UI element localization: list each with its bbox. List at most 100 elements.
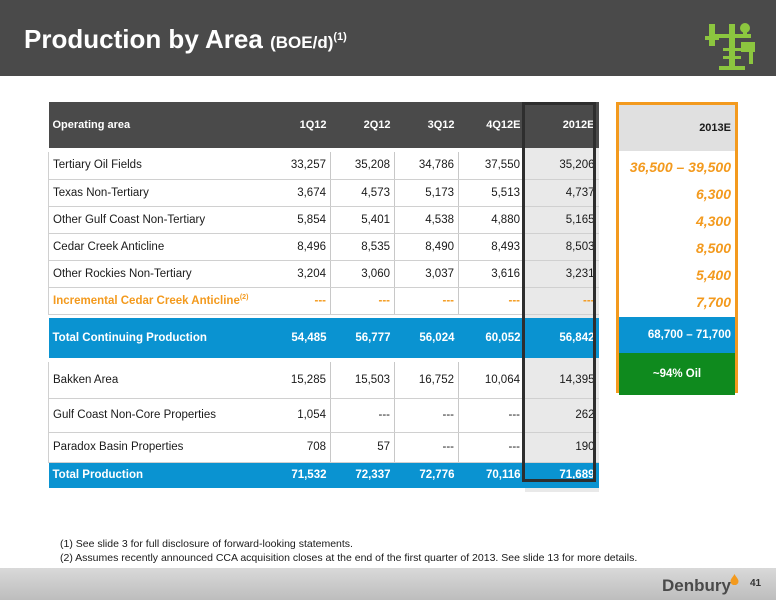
cell-value: 54,485 <box>266 318 331 358</box>
cell-value: 72,337 <box>330 462 395 488</box>
header-2013e: 2013E <box>619 105 735 151</box>
cell-value: 4,880 <box>458 206 525 234</box>
total-continuing-row: Total Continuing Production 54,485 56,77… <box>48 318 599 358</box>
cell-value: 15,503 <box>330 362 395 399</box>
header-4q12e: 4Q12E <box>458 102 525 148</box>
wellhead-logo-icon <box>705 23 755 70</box>
guidance-value: 8,500 <box>695 240 731 256</box>
footnote-1: (1) See slide 3 for full disclosure of f… <box>60 538 353 550</box>
slide-footer <box>0 568 776 600</box>
title-footnote-ref: (1) <box>333 31 347 43</box>
cell-value: 35,206 <box>524 152 599 180</box>
table-row: Paradox Basin Properties 708 57 --- --- … <box>48 432 599 463</box>
cell-value: 3,204 <box>266 260 331 288</box>
table-row: Other Rockies Non-Tertiary 3,204 3,060 3… <box>48 260 599 288</box>
slide-header <box>0 0 776 76</box>
table-row: Other Gulf Coast Non-Tertiary 5,854 5,40… <box>48 206 599 234</box>
row-label: Other Rockies Non-Tertiary <box>48 260 267 288</box>
cell-value: 14,395 <box>524 362 599 399</box>
row-label: Total Continuing Production <box>48 318 267 358</box>
row-label: Paradox Basin Properties <box>48 432 267 463</box>
oil-percentage-badge: ~94% Oil <box>619 353 735 395</box>
table-row: Tertiary Oil Fields 33,257 35,208 34,786… <box>48 152 599 180</box>
page-title: Production by Area (BOE/d)(1) <box>24 24 347 55</box>
cell-value: 190 <box>524 432 599 463</box>
cell-value: 56,777 <box>330 318 395 358</box>
cell-value: --- <box>458 398 525 433</box>
cell-value: --- <box>458 432 525 463</box>
cell-value: 56,024 <box>394 318 459 358</box>
cell-value: 34,786 <box>394 152 459 180</box>
cell-value: --- <box>330 287 395 315</box>
brand-logo-text: Denbury <box>662 576 731 595</box>
cell-value: 3,231 <box>524 260 599 288</box>
table-row: Gulf Coast Non-Core Properties 1,054 ---… <box>48 398 599 433</box>
cell-value: 5,173 <box>394 179 459 207</box>
cell-value: 56,842 <box>524 318 599 358</box>
cell-value: --- <box>524 287 599 315</box>
guidance-value: 4,300 <box>695 213 731 229</box>
footnote-2: (2) Assumes recently announced CCA acqui… <box>60 552 638 564</box>
row-label-text: Incremental Cedar Creek Anticline <box>53 294 240 307</box>
table-row-incremental: Incremental Cedar Creek Anticline(2) ---… <box>48 287 599 315</box>
header-2012e: 2012E <box>524 102 599 148</box>
header-3q12: 3Q12 <box>394 102 459 148</box>
cell-value: 5,165 <box>524 206 599 234</box>
table-row: Texas Non-Tertiary 3,674 4,573 5,173 5,5… <box>48 179 599 207</box>
cell-value: --- <box>394 287 459 315</box>
cell-value: 16,752 <box>394 362 459 399</box>
cell-value: 262 <box>524 398 599 433</box>
row-footnote-ref: (2) <box>239 294 249 302</box>
row-label: Tertiary Oil Fields <box>48 152 267 180</box>
cell-value: 8,496 <box>266 233 331 261</box>
page-number: 41 <box>750 578 762 589</box>
cell-value: 8,490 <box>394 233 459 261</box>
title-unit: (BOE/d) <box>270 33 334 52</box>
cell-value: 60,052 <box>458 318 525 358</box>
guidance-value: 7,700 <box>695 294 731 310</box>
cell-value: 70,116 <box>458 462 525 488</box>
cell-value: --- <box>266 287 331 315</box>
cell-value: --- <box>394 398 459 433</box>
cell-value: 3,674 <box>266 179 331 207</box>
guidance-2013-column: 2013E 36,500 – 39,500 6,300 4,300 8,500 … <box>616 102 738 395</box>
row-label: Gulf Coast Non-Core Properties <box>48 398 267 433</box>
row-label: Bakken Area <box>48 362 267 399</box>
row-label: Incremental Cedar Creek Anticline(2) <box>48 287 267 315</box>
cell-value: 72,776 <box>394 462 459 488</box>
title-text: Production by Area <box>24 24 263 54</box>
cell-value: 3,060 <box>330 260 395 288</box>
cell-value: 4,538 <box>394 206 459 234</box>
guidance-value: 6,300 <box>695 186 731 202</box>
cell-value: 57 <box>330 432 395 463</box>
guidance-value: 5,400 <box>695 267 731 283</box>
row-label: Texas Non-Tertiary <box>48 179 267 207</box>
header-operating-area: Operating area <box>48 102 267 148</box>
production-table-container: Operating area 1Q12 2Q12 3Q12 4Q12E 2012… <box>48 102 599 492</box>
row-label: Total Production <box>48 462 267 488</box>
cell-value: 3,037 <box>394 260 459 288</box>
guidance-total: 68,700 – 71,700 <box>619 317 735 353</box>
cell-value: 33,257 <box>266 152 331 180</box>
cell-value: 71,532 <box>266 462 331 488</box>
table-row: Bakken Area 15,285 15,503 16,752 10,064 … <box>48 362 599 399</box>
cell-value: 4,573 <box>330 179 395 207</box>
cell-value: --- <box>394 432 459 463</box>
table-row: Cedar Creek Anticline 8,496 8,535 8,490 … <box>48 233 599 261</box>
cell-value: 8,535 <box>330 233 395 261</box>
row-label: Cedar Creek Anticline <box>48 233 267 261</box>
header-1q12: 1Q12 <box>266 102 331 148</box>
oil-drop-icon <box>730 574 739 585</box>
row-label: Other Gulf Coast Non-Tertiary <box>48 206 267 234</box>
cell-value: 4,737 <box>524 179 599 207</box>
table-header-row: Operating area 1Q12 2Q12 3Q12 4Q12E 2012… <box>48 102 599 148</box>
cell-value: 37,550 <box>458 152 525 180</box>
header-2q12: 2Q12 <box>330 102 395 148</box>
cell-value: 10,064 <box>458 362 525 399</box>
footnotes: (1) See slide 3 for full disclosure of f… <box>60 537 637 565</box>
cell-value: 5,854 <box>266 206 331 234</box>
cell-value: --- <box>458 287 525 315</box>
cell-value: 15,285 <box>266 362 331 399</box>
cell-value: 35,208 <box>330 152 395 180</box>
cell-value: 3,616 <box>458 260 525 288</box>
